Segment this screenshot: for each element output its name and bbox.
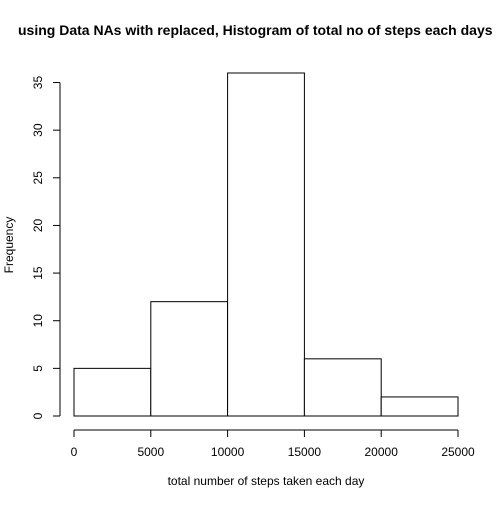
x-tick-label: 5000 — [137, 445, 164, 459]
x-axis-title: total number of steps taken each day — [168, 474, 365, 488]
y-tick-label: 20 — [31, 218, 45, 232]
x-tick-label: 20000 — [365, 445, 399, 459]
histogram-bar-2 — [227, 72, 305, 417]
y-tick-label: 35 — [31, 76, 45, 90]
y-tick-label: 10 — [31, 314, 45, 328]
x-tick-label: 0 — [71, 445, 78, 459]
y-tick-label: 25 — [31, 171, 45, 185]
x-tick-label: 25000 — [441, 445, 475, 459]
bars-layer — [73, 72, 459, 417]
x-tick-label: 15000 — [288, 445, 322, 459]
y-axis: 0 5 10 15 20 25 30 35 — [31, 76, 61, 419]
chart-title: using Data NAs with replaced, Histogram … — [18, 22, 493, 38]
histogram-bar-0 — [73, 367, 152, 417]
x-tick-label: 10000 — [211, 445, 245, 459]
histogram-bar-1 — [150, 301, 229, 417]
histogram-bar-4 — [380, 396, 459, 417]
y-tick-label: 30 — [31, 123, 45, 137]
histogram-bar-3 — [303, 358, 382, 417]
y-tick-label: 15 — [31, 266, 45, 280]
y-tick-label: 0 — [31, 412, 45, 419]
y-axis-title: Frequency — [2, 217, 16, 274]
x-axis: 0 5000 10000 15000 20000 25000 — [71, 429, 475, 459]
y-tick-label: 5 — [31, 365, 45, 372]
